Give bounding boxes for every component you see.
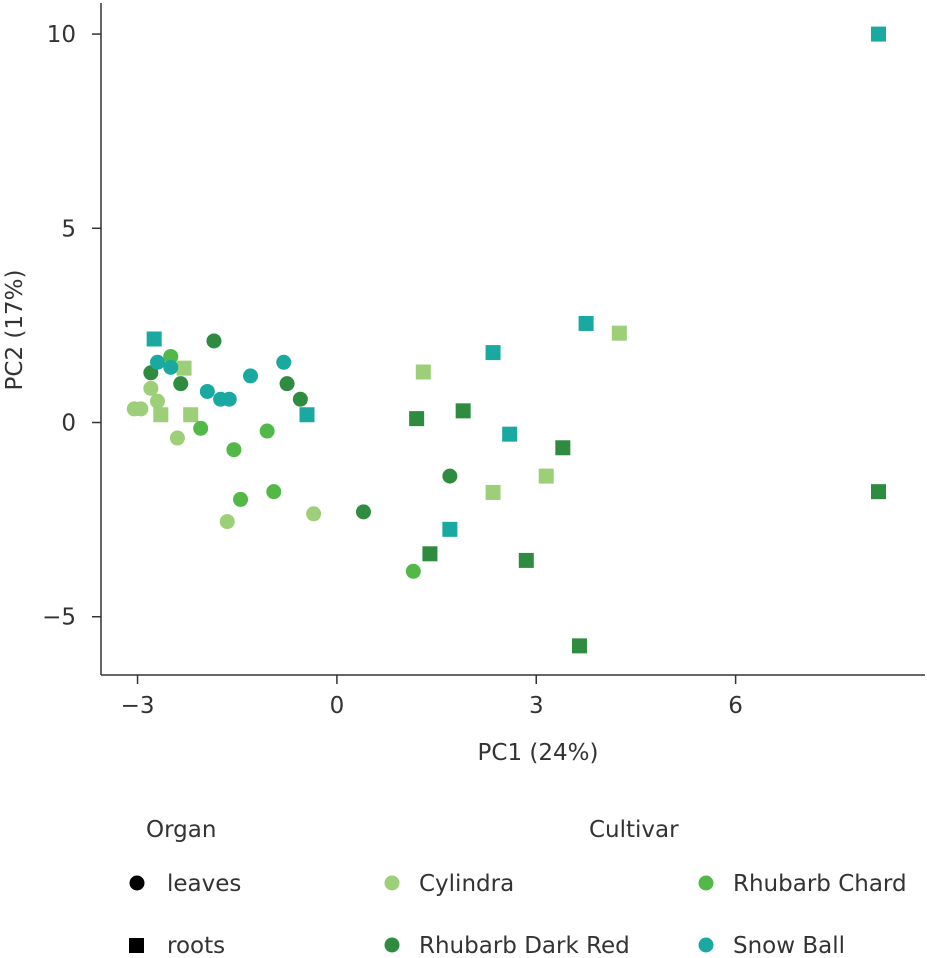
point-leaves-rhubarb-chard: [266, 484, 282, 500]
point-roots-snow-ball: [870, 26, 886, 42]
point-roots-rhubarb-dark-red: [870, 484, 886, 500]
point-leaves-snow-ball: [221, 391, 237, 407]
y-ticks: −5 0 5 10: [42, 22, 101, 631]
point-roots-snow-ball: [485, 345, 501, 361]
point-leaves-cylindra: [219, 514, 235, 530]
x-tick-label: −3: [121, 693, 155, 719]
point-leaves-rhubarb-dark-red: [292, 391, 308, 407]
point-roots-rhubarb-dark-red: [518, 552, 534, 568]
point-leaves-snow-ball: [276, 354, 292, 370]
point-roots-cylindra: [538, 468, 554, 484]
x-tick-label: 0: [330, 693, 345, 719]
legend-rhubarb-chard-marker: [698, 875, 714, 891]
point-roots-snow-ball: [146, 331, 162, 347]
legend-organ-title: Organ: [146, 817, 216, 843]
legend-cultivar-title: Cultivar: [589, 817, 679, 843]
legend-roots-marker: [129, 938, 144, 953]
point-roots-snow-ball: [299, 407, 315, 423]
legend-rhubarb-chard-label: Rhubarb Chard: [733, 871, 907, 897]
legend-roots-label: roots: [167, 933, 225, 958]
legend: Organ Cultivar leaves roots Cylindra Rhu…: [129, 817, 907, 958]
legend-rhubarb-dark-red-label: Rhubarb Dark Red: [419, 933, 630, 958]
y-tick-label: 0: [61, 411, 76, 437]
point-roots-cylindra: [176, 360, 192, 376]
legend-leaves-label: leaves: [167, 871, 241, 897]
y-tick-label: 10: [47, 22, 76, 48]
point-roots-rhubarb-dark-red: [571, 638, 587, 654]
legend-snow-ball-label: Snow Ball: [733, 933, 845, 958]
point-roots-rhubarb-dark-red: [455, 403, 471, 419]
x-tick-label: 3: [529, 693, 544, 719]
point-leaves-rhubarb-dark-red: [279, 376, 295, 392]
point-leaves-snow-ball: [163, 359, 179, 375]
point-leaves-rhubarb-chard: [163, 348, 179, 364]
point-roots-snow-ball: [502, 426, 518, 442]
point-leaves-cylindra: [149, 393, 165, 409]
legend-cylindra-label: Cylindra: [419, 871, 514, 897]
point-leaves-rhubarb-chard: [233, 491, 249, 507]
point-leaves-cylindra: [169, 430, 185, 446]
y-tick-label: 5: [61, 216, 76, 242]
point-leaves-snow-ball: [199, 383, 215, 399]
point-leaves-rhubarb-dark-red: [355, 504, 371, 520]
point-roots-cylindra: [485, 484, 501, 500]
point-roots-snow-ball: [578, 315, 594, 331]
legend-snow-ball-marker: [698, 937, 714, 953]
point-leaves-cylindra: [143, 380, 159, 396]
x-axis-title: PC1 (24%): [478, 740, 599, 766]
point-leaves-snow-ball: [149, 354, 165, 370]
legend-leaves-marker: [129, 875, 145, 891]
legend-rhubarb-dark-red-marker: [384, 937, 400, 953]
y-axis-title: PC2 (17%): [2, 270, 28, 391]
point-leaves-cylindra: [306, 506, 322, 522]
point-roots-snow-ball: [442, 521, 458, 537]
y-tick-label: −5: [42, 605, 76, 631]
point-roots-cylindra: [611, 325, 627, 341]
point-roots-rhubarb-dark-red: [422, 546, 438, 562]
data-points: [126, 26, 886, 654]
point-roots-rhubarb-dark-red: [555, 440, 571, 456]
point-leaves-rhubarb-dark-red: [206, 333, 222, 349]
point-leaves-snow-ball: [243, 368, 259, 384]
point-leaves-rhubarb-chard: [193, 420, 209, 436]
x-ticks: −3 0 3 6: [121, 675, 743, 719]
point-roots-cylindra: [183, 407, 199, 423]
point-leaves-rhubarb-dark-red: [173, 376, 189, 392]
x-tick-label: 6: [728, 693, 743, 719]
point-leaves-rhubarb-chard: [259, 423, 275, 439]
point-leaves-rhubarb-chard: [226, 442, 242, 458]
legend-cylindra-marker: [384, 875, 400, 891]
point-roots-cylindra: [415, 364, 431, 380]
point-leaves-rhubarb-dark-red: [442, 468, 458, 484]
point-roots-rhubarb-dark-red: [409, 411, 425, 427]
plot-area: −3 0 3 6 −5 0 5 10: [42, 3, 925, 719]
point-roots-cylindra: [153, 407, 169, 423]
point-leaves-rhubarb-chard: [405, 563, 421, 579]
point-leaves-cylindra: [133, 401, 149, 417]
